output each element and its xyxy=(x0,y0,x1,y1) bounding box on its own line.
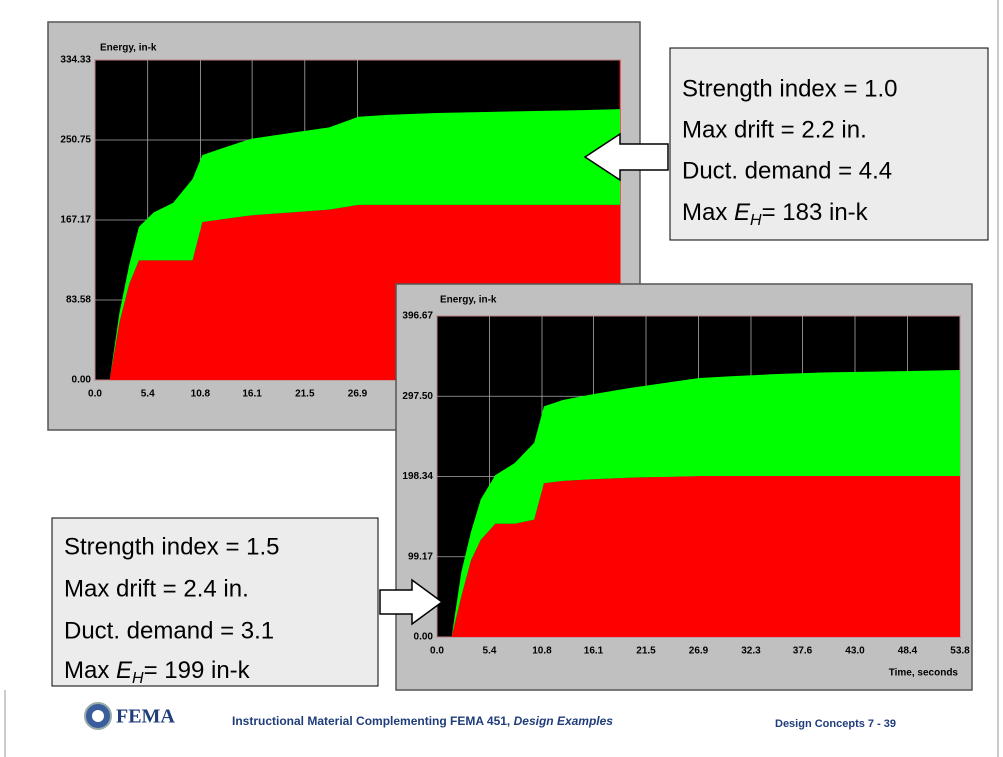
x-tick-label: 43.0 xyxy=(845,646,865,657)
annotation-box xyxy=(669,47,989,241)
x-tick-label: 48.4 xyxy=(898,646,918,657)
eh-symbol: E xyxy=(116,657,133,684)
annotation-line: Max drift = 2.2 in. xyxy=(682,116,867,143)
y-axis-label: Energy, in-k xyxy=(100,43,157,54)
y-tick-label: 167.17 xyxy=(60,215,91,226)
y-tick-label: 198.34 xyxy=(402,471,433,482)
annotation: Strength index = 1.0 Max drift = 2.2 in. D… xyxy=(583,47,989,241)
x-tick-label: 5.4 xyxy=(483,646,497,657)
energy-area xyxy=(95,109,620,381)
annotation-line: Duct. demand = 3.1 xyxy=(64,617,274,644)
x-tick-label: 53.8 xyxy=(950,646,970,657)
eh-rest: = 183 in-k xyxy=(762,199,869,226)
footer-text-italic: Design Examples xyxy=(514,714,614,728)
eh-subscript: H xyxy=(750,212,762,229)
arrow xyxy=(379,578,444,626)
y-tick-label: 334.33 xyxy=(60,55,91,66)
logo-seal-inner xyxy=(92,710,104,722)
y-tick-label: 0.00 xyxy=(72,375,92,386)
footer-text: Instructional Material Complementing FEM… xyxy=(232,714,613,728)
annotation-box xyxy=(51,517,379,687)
x-tick-label: 21.5 xyxy=(636,646,656,657)
annotation-line: Max drift = 2.4 in. xyxy=(64,575,249,602)
x-tick-label: 16.1 xyxy=(242,389,262,400)
x-tick-label: 0.0 xyxy=(430,646,444,657)
y-tick-label: 250.75 xyxy=(60,135,91,146)
chart-panel: 0.00 99.17 198.34 297.50 396.67 0.0 5.4 10.8 16.… xyxy=(395,283,973,691)
y-tick-label: 0.00 xyxy=(414,632,434,643)
x-tick-label: 10.8 xyxy=(191,389,211,400)
eh-symbol: E xyxy=(734,199,751,226)
x-tick-label: 37.6 xyxy=(793,646,813,657)
eh-subscript: H xyxy=(132,670,144,687)
x-tick-label: 16.1 xyxy=(584,646,604,657)
slide-number: Design Concepts 7 - 39 xyxy=(775,718,896,730)
annotation: Strength index = 1.5 Max drift = 2.4 in. D… xyxy=(51,517,444,687)
eh-prefix: Max xyxy=(64,657,116,684)
annotation-line: Max EH= 199 in-k xyxy=(64,657,251,687)
x-axis-label: Time, seconds xyxy=(889,668,959,679)
x-tick-label: 5.4 xyxy=(141,389,155,400)
chart-panel: 0.00 83.58 167.17 250.75 334.33 0.0 5.4 10.8 16.… xyxy=(47,21,641,431)
x-tick-label: 26.9 xyxy=(348,389,368,400)
footer-text-main: Instructional Material Complementing FEM… xyxy=(232,714,514,728)
y-tick-label: 396.67 xyxy=(402,311,433,322)
arrow xyxy=(583,132,669,182)
x-tick-label: 21.5 xyxy=(295,389,315,400)
y-tick-label: 99.17 xyxy=(408,551,433,562)
energy-area xyxy=(437,475,960,637)
x-tick-label: 26.9 xyxy=(689,646,709,657)
annotation-line: Strength index = 1.0 xyxy=(682,75,897,102)
eh-prefix: Max xyxy=(682,199,734,226)
x-tick-label: 32.3 xyxy=(741,646,761,657)
x-tick-label: 10.8 xyxy=(532,646,552,657)
eh-rest: = 199 in-k xyxy=(144,657,251,684)
energy-area xyxy=(437,369,960,637)
annotation-line: Duct. demand = 4.4 xyxy=(682,157,892,184)
logo-text: FEMA xyxy=(116,706,175,728)
y-tick-label: 297.50 xyxy=(402,391,433,402)
y-tick-label: 83.58 xyxy=(66,295,91,306)
annotation-line: Strength index = 1.5 xyxy=(64,533,279,560)
annotation-line: Max EH= 183 in-k xyxy=(682,199,869,229)
footer: FEMA Instructional Material Complementing… xyxy=(84,702,896,730)
x-tick-label: 0.0 xyxy=(88,389,102,400)
y-axis-label: Energy, in-k xyxy=(440,295,497,306)
